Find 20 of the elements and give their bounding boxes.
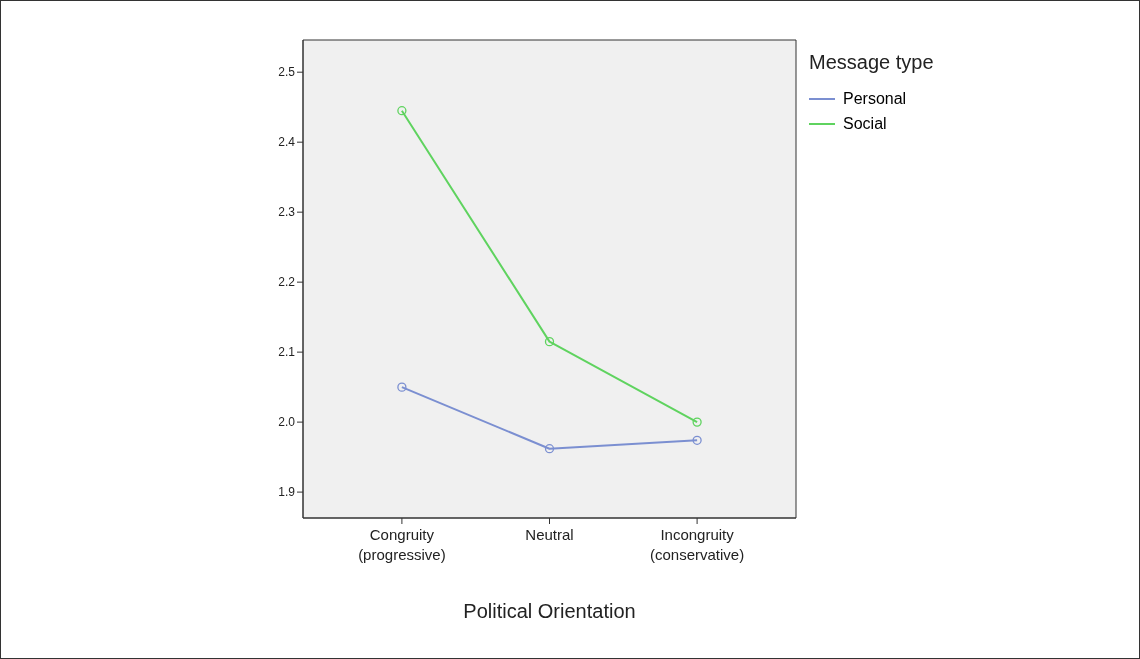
point (692, 417, 702, 427)
point (397, 106, 407, 116)
point (692, 435, 702, 445)
legend-label: Personal (843, 89, 907, 108)
y-tick-label: 2.1 (278, 345, 296, 360)
x-tick-label: Congruity (progressive) (358, 526, 446, 563)
point (544, 444, 555, 454)
x-tick-label: Neutral (525, 526, 574, 543)
x-tick-label: Incongruity (conservative) (650, 526, 745, 563)
y-tick-label: 2.5 (278, 65, 296, 80)
point (544, 336, 555, 347)
y-tick-label: 2.2 (278, 275, 296, 290)
x-axis-title: Political Orientation (463, 600, 636, 622)
point (397, 382, 407, 392)
y-tick-label: 1.9 (278, 485, 296, 500)
y-tick-label: 2.3 (278, 205, 296, 220)
y-tick-label: 2.0 (278, 415, 296, 430)
y-tick-label: 2.4 (278, 135, 296, 150)
legend-title: Message type (809, 51, 935, 74)
legend-label: Social (843, 114, 887, 133)
